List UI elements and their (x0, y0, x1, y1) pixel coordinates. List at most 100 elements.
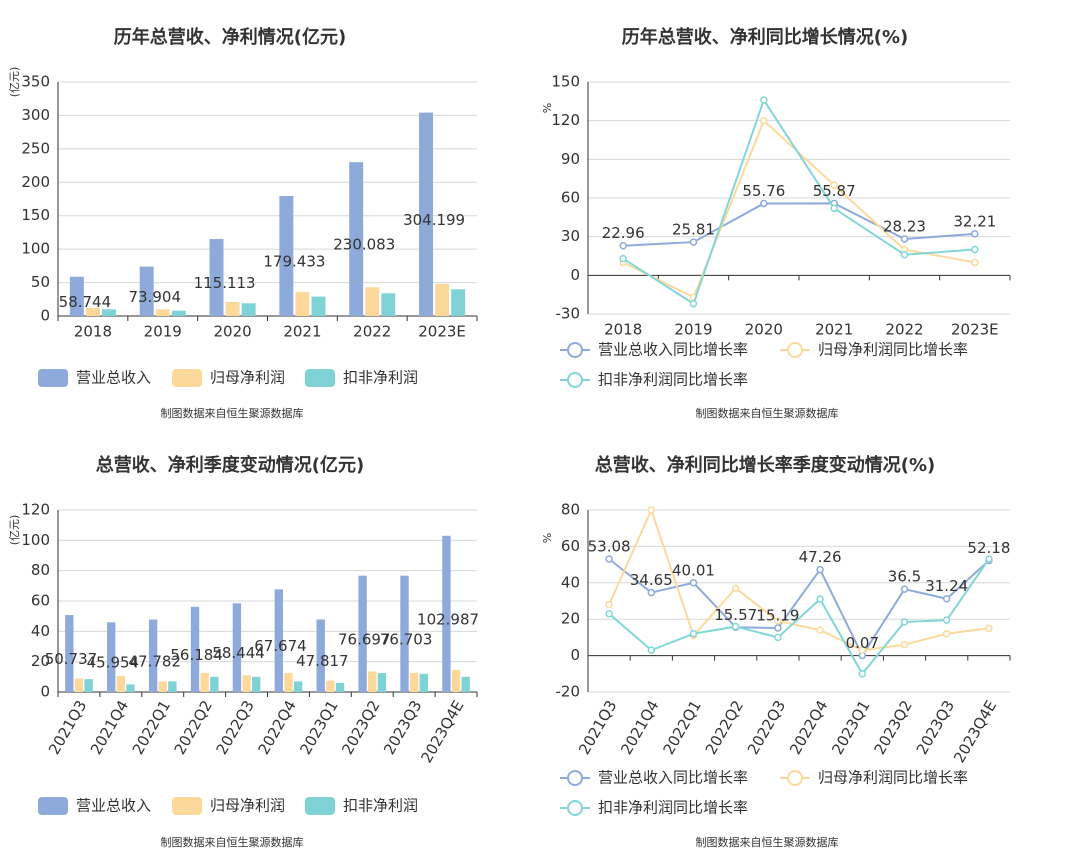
point (774, 617, 782, 625)
x-tick-label: 2019 (144, 323, 182, 341)
y-tick-label: 200 (21, 173, 50, 191)
y-tick-label: 100 (21, 531, 50, 549)
legend-label: 营业总收入同比增长率 (598, 341, 748, 359)
bar (274, 589, 284, 692)
x-tick-label: 2023Q1 (296, 697, 341, 758)
bar (107, 622, 116, 692)
x-tick-label: 2022 (885, 321, 923, 339)
data-label: 52.18 (967, 539, 1010, 557)
data-label: 47.26 (799, 548, 842, 566)
data-label: 179.433 (263, 253, 325, 271)
point (619, 254, 627, 263)
data-label: 45.954 (87, 654, 140, 672)
y-tick-label: 300 (21, 106, 50, 124)
chart-title: 历年总营收、净利同比增长情况(%) (622, 26, 909, 48)
point (985, 624, 993, 633)
x-tick-label: 2022 (353, 323, 391, 341)
point (647, 588, 656, 597)
legend-swatch (172, 797, 202, 815)
legend-swatch (305, 797, 335, 815)
data-label: 102.987 (417, 610, 479, 628)
x-tick-label: 2022Q3 (744, 697, 789, 758)
bar (365, 287, 380, 316)
data-label: 67.674 (254, 637, 307, 655)
point (689, 238, 698, 246)
point (647, 646, 656, 654)
bar (65, 615, 74, 692)
x-tick-label: 2023Q2 (871, 697, 916, 758)
y-tick-label: 50 (31, 273, 50, 291)
point (971, 258, 979, 267)
data-label: 304.199 (403, 211, 465, 229)
y-tick-label: 150 (21, 206, 50, 224)
line (622, 97, 975, 306)
bar (190, 606, 200, 692)
point (689, 299, 698, 308)
legend-label: 扣非净利润同比增长率 (598, 371, 748, 389)
bar (279, 196, 294, 316)
x-tick-label: 2022Q2 (702, 697, 747, 758)
y-tick-label: -20 (556, 683, 581, 701)
bar (225, 301, 240, 316)
point (900, 250, 909, 259)
x-tick-label: 2023Q1 (828, 697, 873, 758)
point (605, 609, 613, 618)
bar (155, 309, 170, 316)
point (900, 585, 909, 593)
x-tick-label: 2023Q3 (380, 697, 425, 758)
legend-label: 营业总收入同比增长率 (598, 769, 748, 787)
point (830, 181, 838, 189)
y-tick-label: 0 (570, 646, 580, 664)
bar (116, 676, 126, 692)
bar (400, 575, 409, 692)
x-tick-label: 2021Q4 (87, 697, 132, 758)
data-label: 40.01 (672, 561, 715, 579)
x-tick-label: 2023Q4E (417, 697, 467, 766)
y-tick-label: 40 (31, 622, 50, 640)
point (830, 204, 838, 213)
x-tick-label: 2021Q4 (617, 697, 662, 758)
x-tick-label: 2020 (213, 323, 251, 341)
y-tick-label: 60 (561, 537, 580, 555)
x-tick-label: 2021Q3 (575, 697, 620, 758)
bar (381, 293, 396, 316)
data-label: 36.5 (888, 568, 921, 586)
chart-title: 总营收、净利季度变动情况(亿元) (96, 454, 364, 476)
x-tick-label: 2023E (951, 321, 999, 339)
bar (419, 673, 428, 692)
bar (349, 162, 364, 316)
x-tick-label: 2022Q4 (254, 697, 299, 758)
y-tick-label: 80 (561, 501, 580, 519)
source-note: 制图数据来自恒生聚源数据库 (161, 406, 304, 420)
legend-marker (567, 770, 583, 786)
data-label: 76.697 (338, 630, 391, 648)
bar (295, 291, 310, 316)
x-tick-label: 2022Q4 (786, 697, 831, 758)
legend-swatch (38, 369, 68, 387)
point (816, 565, 824, 574)
point (816, 595, 824, 603)
legend-marker (787, 770, 803, 786)
bar (316, 619, 325, 692)
x-tick-label: 2022Q3 (213, 697, 258, 758)
point (760, 96, 768, 104)
point (971, 245, 979, 254)
legend-label: 归母净利润 (210, 797, 285, 815)
point (774, 624, 782, 632)
y-tick-label: 20 (561, 610, 580, 628)
point (900, 235, 909, 243)
x-tick-label: 2018 (604, 321, 642, 339)
y-tick-label: 60 (561, 189, 580, 207)
data-label: 115.113 (194, 274, 256, 292)
point (900, 618, 909, 626)
point (942, 630, 951, 638)
data-label: 22.96 (602, 224, 645, 242)
point (689, 630, 698, 638)
bar (139, 266, 154, 316)
point (816, 626, 824, 634)
data-label: 0.07 (846, 634, 879, 652)
bar (200, 673, 209, 692)
data-label: 25.81 (672, 221, 715, 239)
bar (451, 670, 461, 692)
